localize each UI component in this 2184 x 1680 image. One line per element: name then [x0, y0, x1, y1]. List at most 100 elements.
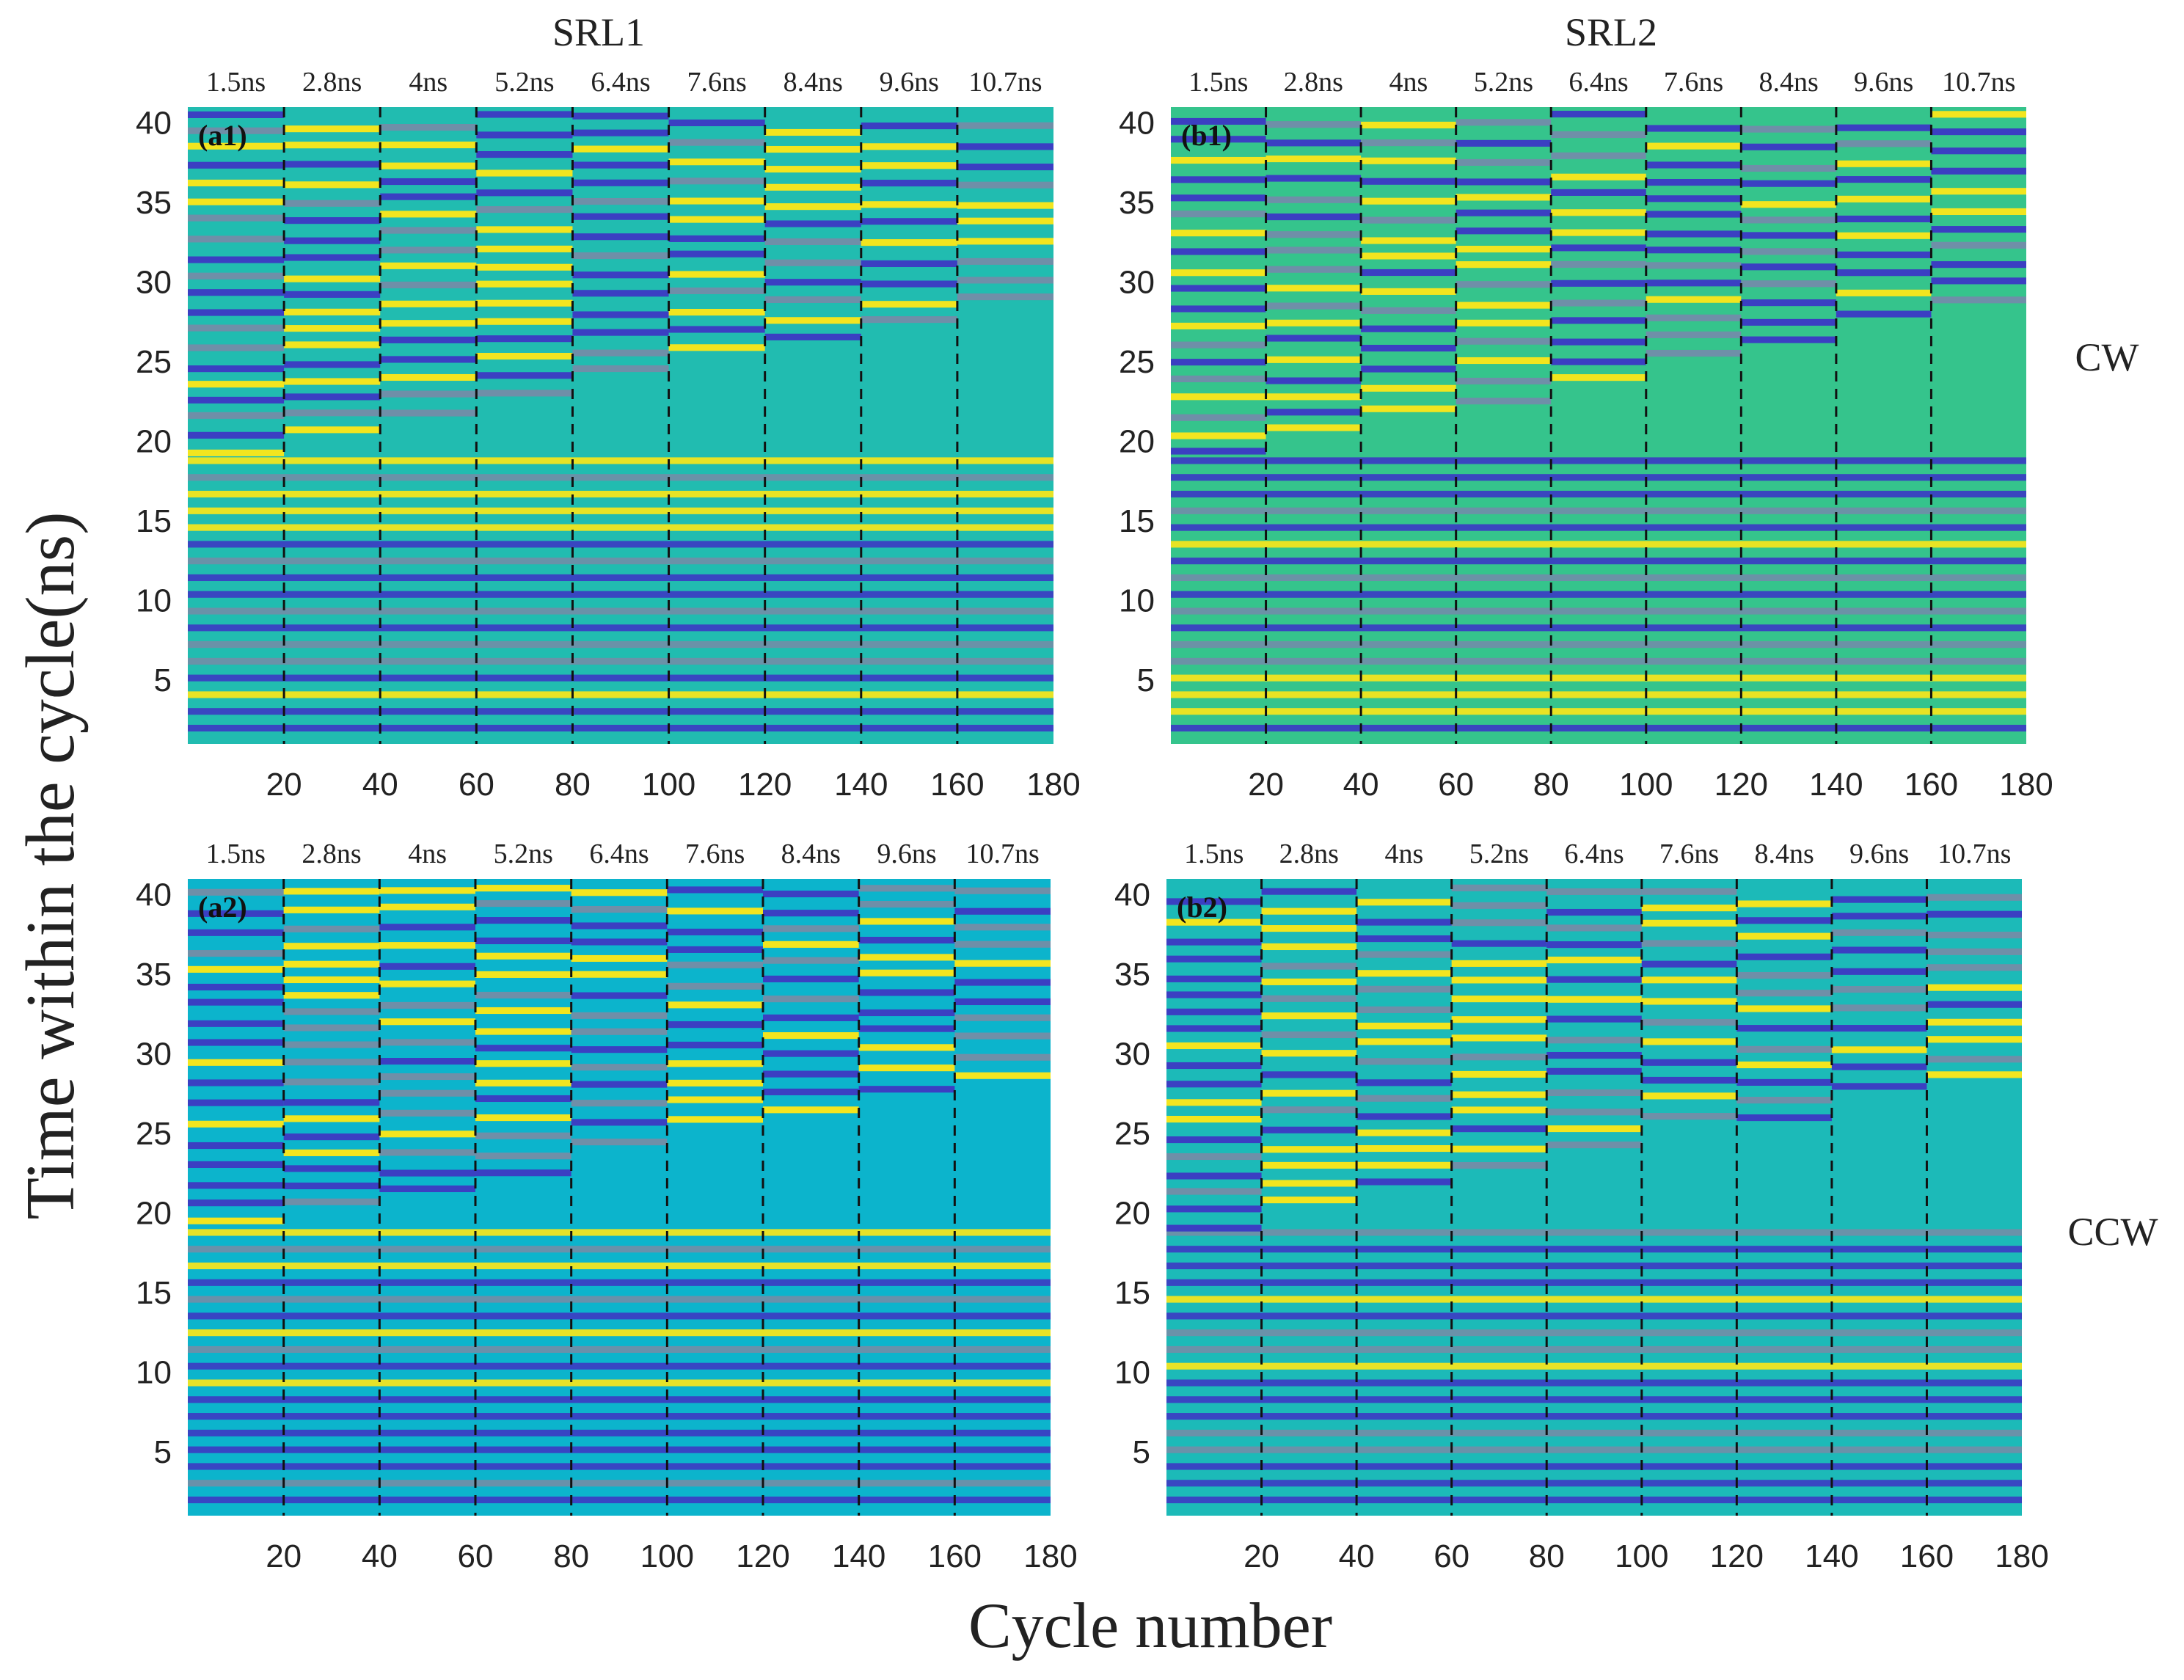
heatmap-stripe — [1646, 349, 1742, 357]
heatmap-stripe — [476, 169, 573, 177]
heatmap-stripe — [957, 202, 1053, 209]
heatmap-stripe — [764, 145, 861, 153]
heatmap-stripe — [954, 924, 1051, 931]
heatmap-stripe — [283, 1008, 380, 1015]
x-tick-label: 20 — [266, 767, 302, 803]
segment-label: 7.6ns — [685, 839, 745, 869]
heatmap-stripe — [379, 1018, 475, 1026]
heatmap-stripe — [763, 1070, 859, 1078]
segment-label: 4ns — [1384, 839, 1423, 869]
x-tick-label: 60 — [459, 767, 494, 803]
heatmap-stripe — [1926, 894, 2022, 901]
heatmap-stripe — [1926, 964, 2022, 971]
y-tick-label: 30 — [136, 1037, 172, 1073]
heatmap-stripe — [667, 946, 763, 953]
heatmap-stripe — [188, 1161, 284, 1168]
heatmap-stripe — [763, 1032, 859, 1040]
heatmap-stripe — [476, 111, 573, 118]
heatmap-stripe — [188, 1296, 1051, 1303]
x-tick-label: 80 — [555, 767, 591, 803]
heatmap-stripe — [1361, 269, 1456, 277]
heatmap-stripe — [1166, 1153, 1262, 1161]
heatmap-stripe — [1166, 1362, 2022, 1370]
heatmap-stripe — [283, 925, 380, 932]
heatmap-stripe — [571, 889, 668, 896]
heatmap-stripe — [1356, 935, 1452, 943]
panel-label: (b1) — [1181, 119, 1232, 152]
segment-label: 1.5ns — [206, 67, 266, 98]
heatmap-stripe — [1736, 917, 1832, 924]
heatmap-stripe — [1356, 1161, 1452, 1169]
heatmap-stripe — [284, 308, 381, 315]
heatmap-stripe — [957, 238, 1053, 245]
heatmap-stripe — [1546, 1051, 1642, 1059]
heatmap-stripe — [188, 674, 1053, 682]
heatmap-stripe — [1166, 918, 1262, 926]
heatmap-stripe — [861, 201, 957, 208]
x-tick-label: 180 — [1999, 767, 2053, 803]
heatmap-stripe — [1451, 960, 1547, 967]
heatmap-stripe — [1166, 1446, 2022, 1453]
heatmap-stripe — [858, 1009, 955, 1017]
heatmap-stripe — [1166, 1379, 2022, 1387]
heatmap-stripe — [188, 179, 285, 186]
heatmap-stripe — [188, 1039, 284, 1046]
column-title-srl2: SRL2 — [1565, 10, 1657, 54]
heatmap-stripe — [1451, 1053, 1547, 1061]
heatmap-stripe — [188, 256, 285, 263]
heatmap-stripe — [572, 145, 669, 153]
heatmap-stripe — [380, 141, 477, 149]
heatmap-stripe — [476, 318, 573, 325]
heatmap-stripe — [861, 123, 957, 130]
heatmap-stripe — [954, 1072, 1051, 1079]
heatmap-stripe — [1546, 1067, 1642, 1075]
heatmap-stripe — [1931, 296, 2026, 304]
heatmap-stripe — [1736, 1005, 1832, 1012]
heatmap-stripe — [858, 900, 955, 908]
heatmap-stripe — [284, 426, 381, 434]
heatmap-stripe — [764, 333, 861, 340]
heatmap-stripe — [188, 641, 1053, 649]
x-tick-label: 60 — [1438, 767, 1474, 803]
segment-label: 10.7ns — [968, 67, 1042, 98]
heatmap-stripe — [667, 961, 763, 968]
heatmap-stripe — [667, 1079, 763, 1086]
panel-label: (a1) — [198, 119, 247, 152]
heatmap-stripe — [764, 220, 861, 227]
heatmap-stripe — [1166, 955, 1262, 963]
heatmap-stripe — [1166, 1025, 1262, 1032]
heatmap-stripe — [1171, 724, 2026, 732]
y-tick-label: 5 — [154, 662, 172, 698]
heatmap-stripe — [379, 887, 475, 894]
heatmap-stripe — [668, 197, 765, 205]
heatmap-stripe — [380, 211, 477, 218]
heatmap-stripe — [1361, 139, 1456, 147]
heatmap-stripe — [763, 925, 859, 932]
heatmap-stripe — [1266, 356, 1362, 363]
heatmap-stripe — [1171, 305, 1266, 313]
heatmap-stripe — [188, 142, 285, 150]
heatmap-stripe — [954, 960, 1051, 967]
segment-label: 8.4ns — [1754, 839, 1814, 869]
heatmap-stripe — [379, 1169, 475, 1177]
heatmap-stripe — [380, 193, 477, 200]
heatmap-stripe — [284, 237, 381, 244]
heatmap-stripe — [667, 1116, 763, 1123]
heatmap-stripe — [283, 992, 380, 999]
heatmap-stripe — [283, 1059, 380, 1066]
y-tick-label: 35 — [136, 957, 172, 993]
segment-label: 9.6ns — [880, 67, 939, 98]
heatmap-stripe — [475, 1169, 571, 1177]
heatmap-stripe — [1836, 160, 1932, 167]
heatmap-stripe — [858, 1086, 955, 1093]
heatmap-stripe — [1646, 314, 1742, 321]
heatmap-stripe — [764, 296, 861, 303]
heatmap-stripe — [1551, 299, 1646, 307]
segment-label: 7.6ns — [1664, 67, 1723, 98]
y-tick-label: 5 — [1137, 662, 1155, 698]
heatmap-stripe — [188, 507, 1053, 514]
heatmap-stripe — [1546, 1109, 1642, 1116]
panel-label: (b2) — [1177, 891, 1227, 924]
heatmap-stripe — [188, 111, 285, 118]
heatmap-stripe — [379, 903, 475, 910]
